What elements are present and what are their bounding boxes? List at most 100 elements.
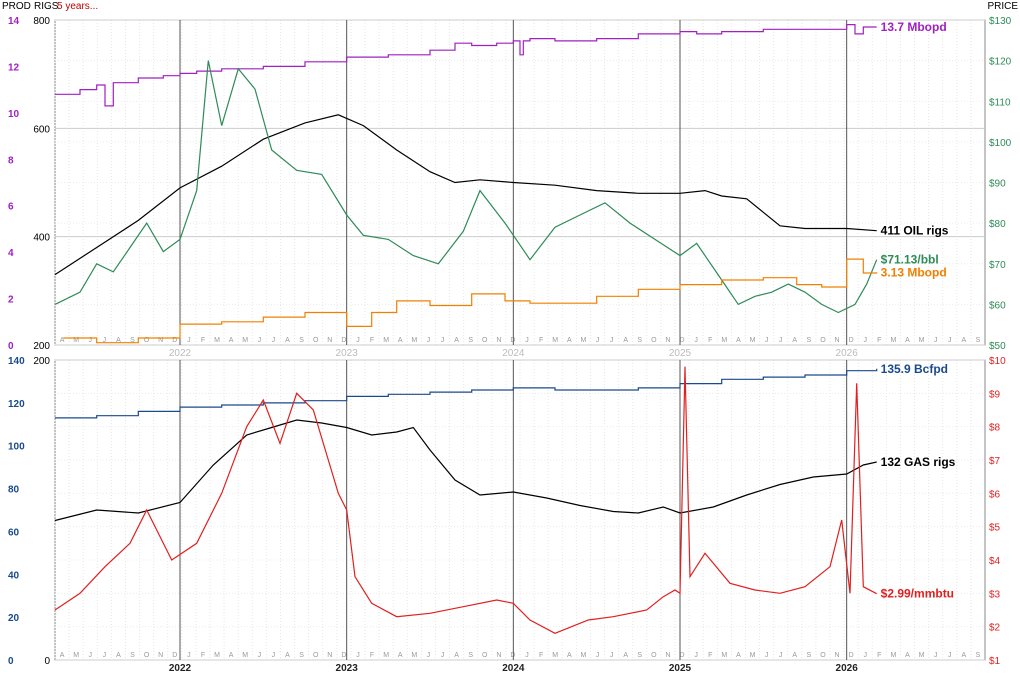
rigs-tick-label: 200	[33, 341, 50, 352]
month-tick-label: F	[370, 652, 374, 659]
month-tick-label: M	[411, 652, 417, 659]
month-tick-label: M	[73, 337, 79, 344]
month-tick-label: J	[610, 337, 614, 344]
month-tick-label: M	[214, 652, 220, 659]
month-tick-label: O	[482, 337, 488, 344]
month-tick-label: N	[496, 652, 501, 659]
price-axis-title: PRICE	[987, 1, 1018, 12]
prod-tick-label: 6	[8, 202, 14, 213]
month-tick-label: M	[919, 337, 925, 344]
panel-gas: AMJJASONDJFMAMJJASONDJFMAMJJASONDJFMAMJJ…	[8, 356, 1006, 674]
month-tick-label: A	[116, 652, 121, 659]
rigs-tick-label: 400	[33, 233, 50, 244]
month-tick-label: O	[144, 652, 150, 659]
month-tick-label: J	[258, 652, 262, 659]
month-tick-label: J	[103, 652, 107, 659]
month-tick-label: F	[708, 337, 712, 344]
month-tick-label: O	[482, 652, 488, 659]
month-tick-label: J	[88, 652, 92, 659]
month-tick-label: F	[539, 652, 543, 659]
series-end-label: 3.13 Mbopd	[881, 265, 947, 279]
prod-tick-label: 12	[8, 62, 20, 73]
month-tick-label: D	[341, 337, 346, 344]
month-tick-label: J	[948, 652, 952, 659]
month-tick-label: F	[877, 337, 881, 344]
month-tick-label: S	[976, 337, 981, 344]
series-line	[55, 368, 878, 419]
month-tick-label: A	[285, 652, 290, 659]
month-tick-label: A	[116, 337, 121, 344]
price-tick-label: $8	[989, 423, 1001, 434]
month-tick-label: A	[229, 337, 234, 344]
month-tick-label: A	[398, 652, 403, 659]
month-tick-label: S	[976, 652, 981, 659]
price-tick-label: $50	[989, 341, 1006, 352]
month-tick-label: A	[285, 337, 290, 344]
series-line	[54, 60, 878, 314]
year-tick-label: 2024	[502, 663, 525, 674]
month-tick-label: D	[849, 652, 854, 659]
price-tick-label: $3	[989, 589, 1001, 600]
month-tick-label: A	[567, 337, 572, 344]
price-tick-label: $2	[989, 623, 1001, 634]
month-tick-label: N	[665, 652, 670, 659]
month-tick-label: M	[242, 337, 248, 344]
month-tick-label: A	[792, 337, 797, 344]
month-tick-label: O	[313, 652, 319, 659]
month-tick-label: M	[214, 337, 220, 344]
month-tick-label: A	[736, 652, 741, 659]
month-tick-label: A	[398, 337, 403, 344]
month-tick-label: S	[130, 337, 135, 344]
rigs-tick-label: 0	[44, 656, 50, 667]
prod-tick-label: 8	[8, 155, 14, 166]
month-tick-label: J	[948, 337, 952, 344]
prod-tick-label: 120	[8, 399, 25, 410]
month-tick-label: N	[327, 337, 332, 344]
month-tick-label: J	[88, 337, 92, 344]
month-tick-label: A	[229, 652, 234, 659]
month-tick-label: J	[596, 337, 600, 344]
month-tick-label: M	[242, 652, 248, 659]
month-tick-label: O	[651, 652, 657, 659]
prod-tick-label: 10	[8, 109, 20, 120]
month-tick-label: M	[919, 652, 925, 659]
prod-tick-label: 140	[8, 356, 25, 367]
month-tick-label: A	[567, 652, 572, 659]
month-tick-label: A	[905, 337, 910, 344]
period-selector[interactable]: 5 years...	[57, 1, 98, 12]
price-tick-label: $7	[989, 456, 1001, 467]
month-tick-label: A	[623, 337, 628, 344]
month-tick-label: S	[299, 652, 304, 659]
month-tick-label: J	[427, 652, 431, 659]
month-tick-label: J	[863, 652, 867, 659]
series-end-label: 411 OIL rigs	[881, 224, 949, 238]
month-tick-label: O	[820, 337, 826, 344]
month-tick-label: O	[313, 337, 319, 344]
month-tick-label: M	[411, 337, 417, 344]
price-tick-label: $70	[989, 260, 1006, 271]
month-tick-label: M	[383, 337, 389, 344]
prod-tick-label: 2	[8, 295, 14, 306]
month-tick-label: J	[863, 337, 867, 344]
month-tick-label: J	[934, 337, 938, 344]
month-tick-label: A	[962, 652, 967, 659]
month-tick-label: J	[765, 337, 769, 344]
month-tick-label: J	[694, 337, 698, 344]
month-tick-label: M	[580, 652, 586, 659]
prod-tick-label: 4	[8, 248, 14, 259]
month-tick-label: A	[736, 337, 741, 344]
price-tick-label: $100	[989, 138, 1012, 149]
series-end-label: 132 GAS rigs	[881, 455, 956, 469]
month-tick-label: D	[172, 652, 177, 659]
month-tick-label: M	[383, 652, 389, 659]
price-tick-label: $6	[989, 489, 1001, 500]
month-tick-label: D	[849, 337, 854, 344]
price-tick-label: $9	[989, 389, 1001, 400]
month-tick-label: M	[890, 337, 896, 344]
month-tick-label: F	[370, 337, 374, 344]
price-tick-label: $130	[989, 16, 1012, 27]
prod-tick-label: 0	[8, 341, 14, 352]
month-tick-label: J	[441, 652, 445, 659]
price-tick-label: $90	[989, 179, 1006, 190]
